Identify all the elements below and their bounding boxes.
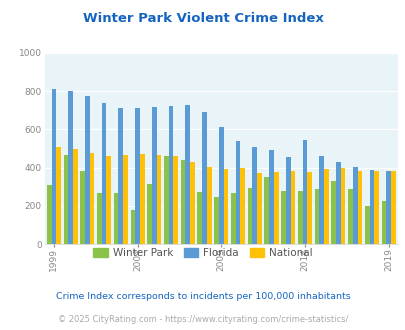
Bar (223, 169, 228, 244)
Bar (381, 201, 386, 244)
Bar (173, 156, 178, 244)
Bar (106, 156, 111, 244)
Bar (386, 171, 390, 244)
Bar (47, 185, 51, 244)
Bar (90, 153, 94, 244)
Bar (230, 192, 235, 244)
Bar (97, 192, 102, 244)
Bar (240, 168, 245, 244)
Bar (390, 172, 395, 244)
Bar (218, 127, 223, 244)
Bar (307, 172, 311, 244)
Bar (164, 156, 168, 244)
Bar (80, 171, 85, 244)
Bar (330, 181, 335, 244)
Bar (73, 148, 77, 244)
Bar (252, 147, 256, 244)
Bar (68, 91, 73, 244)
Bar (130, 210, 135, 244)
Bar (147, 184, 151, 244)
Bar (113, 193, 118, 244)
Bar (51, 89, 56, 244)
Bar (281, 191, 285, 244)
Bar (373, 171, 378, 244)
Bar (140, 154, 144, 244)
Bar (285, 157, 290, 244)
Bar (347, 189, 352, 244)
Bar (314, 189, 319, 244)
Bar (185, 106, 190, 244)
Bar (85, 96, 90, 244)
Bar (214, 197, 218, 244)
Bar (335, 162, 340, 244)
Bar (207, 167, 211, 244)
Bar (197, 191, 202, 244)
Bar (264, 177, 269, 244)
Text: Crime Index corresponds to incidents per 100,000 inhabitants: Crime Index corresponds to incidents per… (55, 292, 350, 301)
Bar (319, 156, 323, 244)
Bar (151, 107, 156, 244)
Bar (256, 173, 261, 244)
Bar (269, 150, 273, 244)
Bar (364, 206, 369, 244)
Bar (123, 155, 128, 244)
Bar (135, 108, 140, 244)
Bar (369, 170, 373, 244)
Bar (247, 188, 252, 244)
Bar (323, 169, 328, 244)
Bar (202, 112, 207, 244)
Bar (340, 168, 345, 244)
Bar (352, 167, 357, 244)
Bar (290, 172, 294, 244)
Bar (190, 162, 194, 244)
Bar (56, 147, 61, 244)
Bar (180, 160, 185, 244)
Text: Winter Park Violent Crime Index: Winter Park Violent Crime Index (82, 12, 323, 24)
Bar (235, 141, 240, 244)
Legend: Winter Park, Florida, National: Winter Park, Florida, National (89, 244, 316, 262)
Bar (302, 140, 307, 244)
Bar (357, 171, 361, 244)
Bar (102, 103, 106, 244)
Bar (168, 106, 173, 244)
Bar (156, 155, 161, 244)
Bar (118, 108, 123, 244)
Bar (273, 172, 278, 244)
Text: © 2025 CityRating.com - https://www.cityrating.com/crime-statistics/: © 2025 CityRating.com - https://www.city… (58, 315, 347, 324)
Bar (64, 155, 68, 244)
Bar (297, 191, 302, 244)
